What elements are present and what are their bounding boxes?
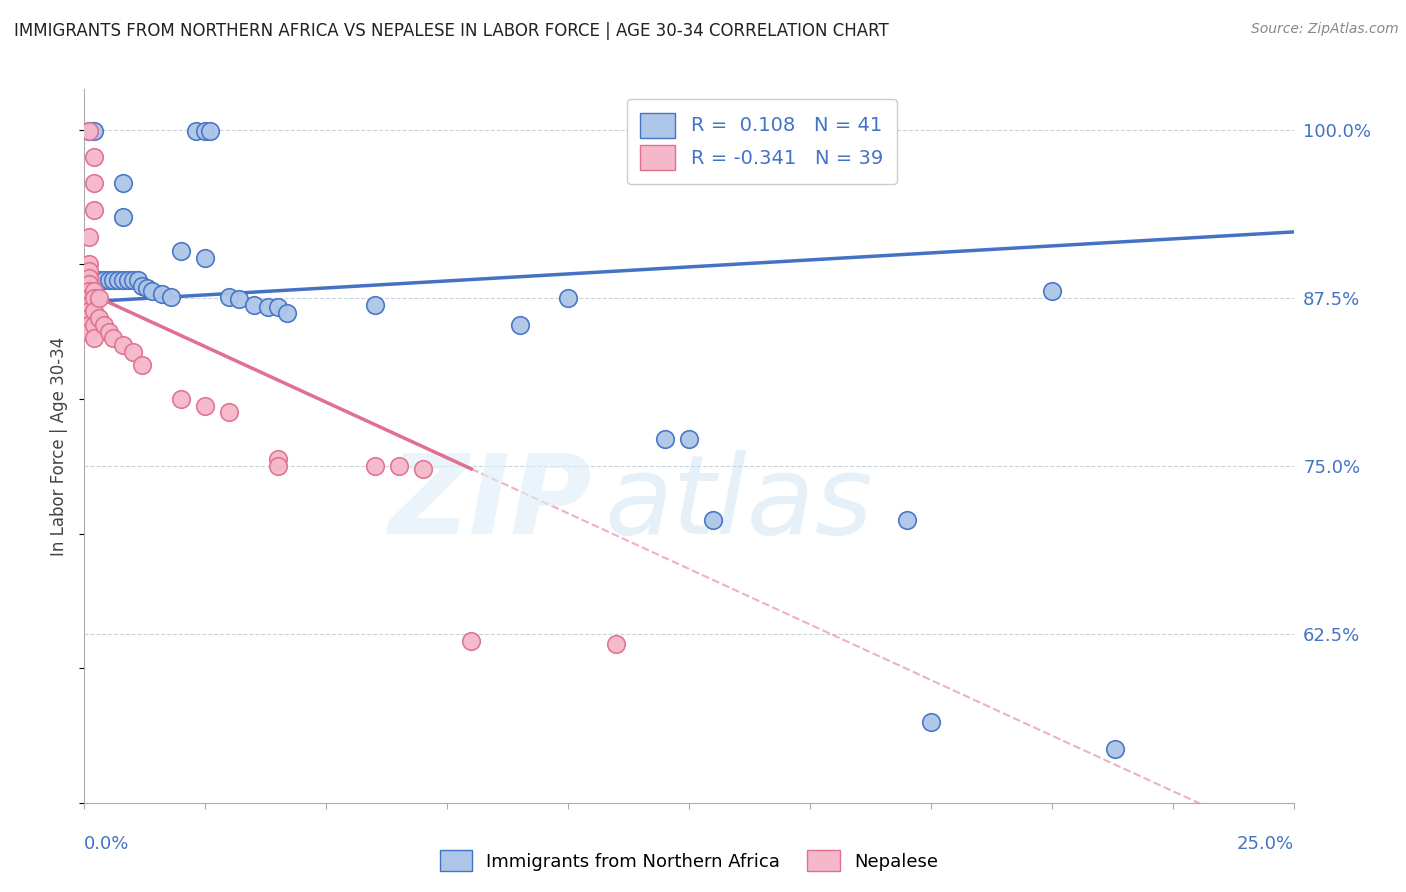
- Point: [184, 124, 207, 138]
- Point: [267, 452, 290, 467]
- Point: [228, 292, 250, 306]
- Point: [121, 273, 143, 287]
- Point: [363, 459, 385, 474]
- Point: [267, 301, 290, 315]
- Point: [121, 344, 143, 359]
- Point: [83, 318, 105, 332]
- Legend: Immigrants from Northern Africa, Nepalese: Immigrants from Northern Africa, Nepales…: [432, 843, 946, 879]
- Point: [1104, 742, 1126, 756]
- Point: [605, 637, 627, 651]
- Point: [412, 462, 434, 476]
- Point: [77, 264, 100, 278]
- Legend: R =  0.108   N = 41, R = -0.341   N = 39: R = 0.108 N = 41, R = -0.341 N = 39: [627, 99, 897, 184]
- Point: [194, 251, 217, 265]
- Point: [160, 289, 183, 303]
- Point: [77, 298, 100, 312]
- Text: 25.0%: 25.0%: [1236, 835, 1294, 853]
- Text: Source: ZipAtlas.com: Source: ZipAtlas.com: [1251, 22, 1399, 37]
- Point: [117, 273, 139, 287]
- Point: [194, 124, 217, 138]
- Point: [77, 325, 100, 339]
- Point: [112, 177, 135, 191]
- Point: [150, 286, 173, 301]
- Point: [1040, 284, 1063, 298]
- Text: ZIP: ZIP: [388, 450, 592, 557]
- Point: [112, 338, 135, 352]
- Point: [509, 318, 531, 332]
- Point: [83, 124, 105, 138]
- Point: [77, 318, 100, 332]
- Point: [103, 331, 125, 345]
- Point: [678, 432, 700, 446]
- Point: [218, 405, 240, 419]
- Point: [141, 284, 163, 298]
- Point: [218, 289, 240, 303]
- Point: [87, 273, 110, 287]
- Point: [170, 392, 193, 406]
- Point: [77, 124, 100, 138]
- Point: [257, 301, 280, 315]
- Point: [242, 298, 264, 312]
- Y-axis label: In Labor Force | Age 30-34: In Labor Force | Age 30-34: [51, 336, 69, 556]
- Point: [83, 177, 105, 191]
- Point: [388, 459, 411, 474]
- Point: [107, 273, 129, 287]
- Point: [83, 284, 105, 298]
- Point: [460, 634, 482, 648]
- Point: [87, 311, 110, 326]
- Point: [77, 284, 100, 298]
- Point: [276, 306, 298, 320]
- Point: [194, 399, 217, 413]
- Point: [127, 273, 149, 287]
- Point: [83, 203, 105, 218]
- Point: [112, 210, 135, 224]
- Point: [131, 358, 153, 372]
- Point: [83, 304, 105, 318]
- Point: [702, 513, 724, 527]
- Point: [77, 291, 100, 305]
- Point: [630, 124, 652, 138]
- Point: [77, 124, 100, 138]
- Text: 0.0%: 0.0%: [84, 835, 129, 853]
- Text: IMMIGRANTS FROM NORTHERN AFRICA VS NEPALESE IN LABOR FORCE | AGE 30-34 CORRELATI: IMMIGRANTS FROM NORTHERN AFRICA VS NEPAL…: [14, 22, 889, 40]
- Point: [920, 714, 942, 729]
- Point: [103, 273, 125, 287]
- Point: [363, 298, 385, 312]
- Point: [77, 270, 100, 285]
- Point: [77, 304, 100, 318]
- Point: [93, 318, 115, 332]
- Point: [131, 278, 153, 293]
- Point: [198, 124, 221, 138]
- Point: [83, 331, 105, 345]
- Point: [83, 291, 105, 305]
- Point: [77, 230, 100, 244]
- Point: [77, 277, 100, 292]
- Point: [112, 273, 135, 287]
- Point: [267, 459, 290, 474]
- Point: [654, 432, 676, 446]
- Point: [87, 291, 110, 305]
- Point: [93, 273, 115, 287]
- Point: [896, 513, 918, 527]
- Point: [77, 311, 100, 326]
- Point: [97, 273, 120, 287]
- Point: [97, 325, 120, 339]
- Point: [83, 149, 105, 163]
- Text: atlas: atlas: [605, 450, 873, 557]
- Point: [557, 291, 579, 305]
- Point: [136, 281, 159, 295]
- Point: [77, 257, 100, 271]
- Point: [170, 244, 193, 258]
